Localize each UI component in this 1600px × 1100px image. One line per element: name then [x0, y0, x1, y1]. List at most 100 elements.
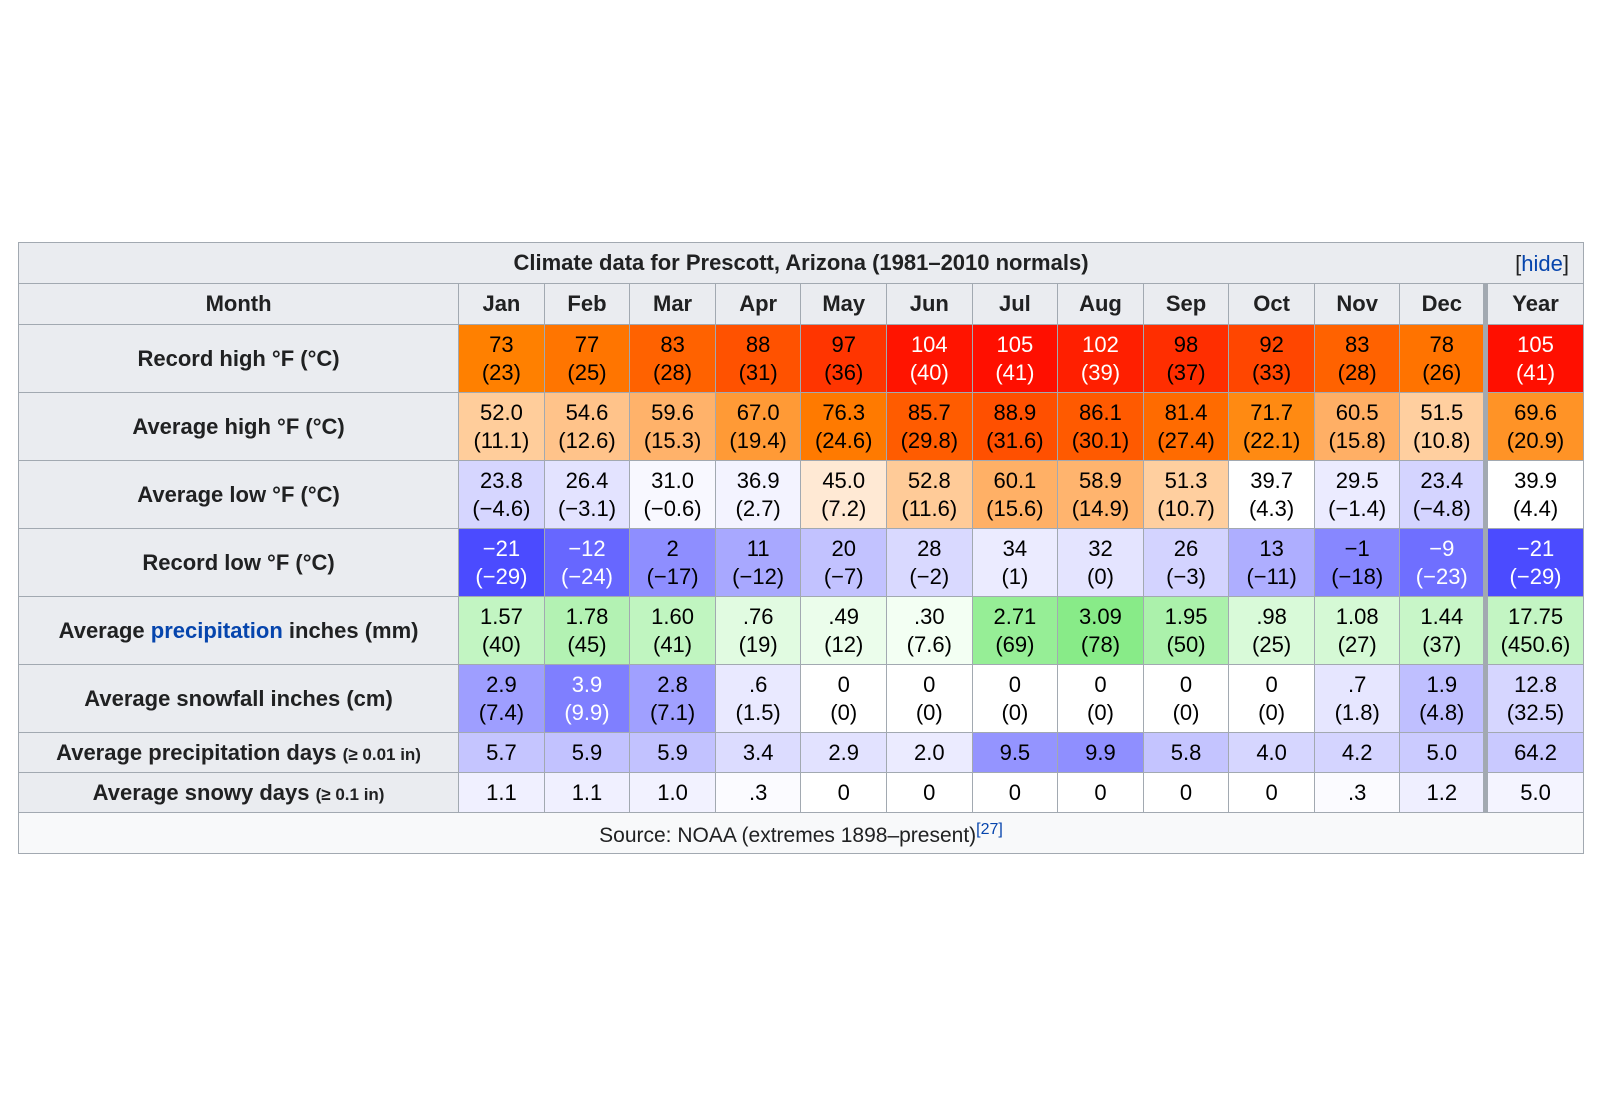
value-metric: (7.1) [649, 699, 696, 725]
table-title: Climate data for Prescott, Arizona (1981… [513, 250, 1089, 275]
value-metric: (19.4) [729, 427, 787, 453]
value-cell: −12 (−24) [543, 528, 631, 597]
value-cell: 0 [886, 772, 973, 813]
value-cell: 3.09 (78) [1057, 596, 1144, 665]
value-metric: (15.6) [986, 495, 1044, 521]
row-label: Average high °F (°C) [17, 392, 460, 461]
table-title-cell: Climate data for Prescott, Arizona (1981… [18, 242, 1584, 284]
month-header-feb: Feb [543, 283, 631, 325]
value-imperial: 29.5 [1335, 467, 1379, 493]
table-row: Average high °F (°C) 52.0 (11.1) 54.6 (12.6)… [17, 392, 1584, 461]
table-row: Average snowy days (≥ 0.1 in) 1.1 1.1 1.0 .3… [17, 772, 1584, 813]
value-metric: (12.6) [558, 427, 616, 453]
value-cell: 60.5 (15.8) [1313, 392, 1401, 461]
row-label-text: Record high °F (°C) [137, 345, 340, 371]
row-label: Record low °F (°C) [17, 528, 460, 597]
value-cell: 2.8 (7.1) [629, 664, 716, 733]
row-label-text: Average [58, 617, 151, 643]
value-imperial: 39.7 [1250, 467, 1294, 493]
year-value-cell: 17.75 (450.6) [1483, 596, 1584, 665]
value-metric: (1) [1001, 563, 1029, 589]
value-metric: (24.6) [814, 427, 873, 453]
value-imperial: 76.3 [822, 399, 866, 425]
month-header-jul: Jul [971, 283, 1059, 325]
value-metric: (19) [738, 631, 778, 657]
month-header-jan: Jan [458, 283, 545, 325]
value-cell: 0 [971, 772, 1059, 813]
value-imperial: 1.0 [657, 779, 688, 805]
value-metric: (11.6) [901, 495, 958, 521]
value-cell: 76.3 (24.6) [800, 392, 888, 461]
value-metric: (15.8) [1328, 427, 1386, 453]
value-cell: 92 (33) [1228, 324, 1315, 393]
value-cell: 81.4 (27.4) [1142, 392, 1230, 461]
row-label-threshold: (≥ 0.1 in) [315, 784, 385, 804]
value-cell: 1.95 (50) [1142, 596, 1230, 665]
climate-table: Climate data for Prescott, Arizona (1981… [17, 242, 1584, 854]
value-cell: 2.0 [886, 732, 973, 773]
source-reference-link[interactable]: [27] [976, 821, 1003, 838]
value-imperial: .30 [914, 603, 945, 629]
value-imperial: 2.9 [486, 671, 517, 697]
hide-link[interactable]: hide [1521, 251, 1563, 276]
value-imperial: 1.57 [480, 603, 523, 629]
source-cell: Source: NOAA (extremes 1898–present)[27] [18, 812, 1584, 854]
value-cell: 0 (0) [800, 664, 888, 733]
value-metric: (14.9) [1071, 495, 1130, 521]
value-cell: 105 (41) [971, 324, 1059, 393]
value-cell: 1.44 (37) [1399, 596, 1487, 665]
value-imperial: 1.60 [651, 603, 694, 629]
table-row: Average precipitation inches (mm) 1.57 (40… [17, 596, 1584, 665]
value-cell: 26.4 (−3.1) [543, 460, 631, 529]
year-value-cell: 64.2 [1483, 732, 1584, 773]
header-row: Month Jan Feb Mar Apr May Jun Jul Aug Sep Oct Nov D… [17, 283, 1584, 325]
value-imperial: 5.0 [1426, 739, 1458, 765]
value-cell: 51.3 (10.7) [1142, 460, 1230, 529]
value-metric: (4.3) [1248, 495, 1295, 521]
value-cell: 1.9 (4.8) [1399, 664, 1487, 733]
table-row: Record low °F (°C) −21 (−29) −12 (−24) 2 (−17)… [17, 528, 1584, 597]
row-label-text: Average low °F (°C) [137, 481, 340, 507]
value-imperial: 0 [837, 671, 850, 697]
value-cell: 36.9 (2.7) [714, 460, 802, 529]
value-imperial: 64.2 [1514, 739, 1557, 765]
value-imperial: 97 [831, 331, 856, 357]
value-imperial: 98 [1173, 331, 1199, 357]
value-cell: 73 (23) [458, 324, 545, 393]
value-cell: 9.9 [1057, 732, 1144, 773]
value-imperial: −12 [568, 535, 606, 561]
value-cell: .98 (25) [1228, 596, 1315, 665]
month-header-sep: Sep [1142, 283, 1230, 325]
bracket-open: [ [1515, 251, 1522, 276]
row-label-text: Average snowy days [92, 779, 310, 805]
value-imperial: 105 [996, 331, 1034, 357]
value-metric: (20.9) [1506, 427, 1565, 453]
value-imperial: 4.2 [1341, 739, 1373, 765]
month-header: Month [17, 283, 460, 325]
value-imperial: 0 [923, 779, 936, 805]
value-metric: (−7) [823, 563, 864, 589]
month-header-dec: Dec [1399, 283, 1487, 325]
value-metric: (0) [1087, 563, 1114, 589]
value-cell: 2.71 (69) [971, 596, 1059, 665]
value-cell: 2.9 [800, 732, 888, 773]
month-header-aug: Aug [1057, 283, 1144, 325]
value-metric: (41) [995, 359, 1035, 385]
value-metric: (39) [1080, 359, 1121, 385]
value-imperial: 2.0 [914, 739, 945, 765]
precipitation-link[interactable]: precipitation [150, 617, 283, 643]
value-imperial: −1 [1344, 535, 1370, 561]
row-label: Average snowfall inches (cm) [17, 664, 460, 733]
value-imperial: 52.0 [480, 399, 523, 425]
value-metric: (−18) [1331, 563, 1384, 589]
value-imperial: 83 [660, 331, 685, 357]
value-imperial: 67.0 [736, 399, 780, 425]
value-imperial: 5.8 [1170, 739, 1202, 765]
value-cell: 0 (0) [1228, 664, 1315, 733]
value-cell: .6 (1.5) [714, 664, 802, 733]
value-imperial: 85.7 [907, 399, 951, 425]
value-imperial: 23.4 [1420, 467, 1464, 493]
value-imperial: .3 [748, 779, 768, 805]
value-imperial: 0 [1094, 779, 1107, 805]
table-row: Average low °F (°C) 23.8 (−4.6) 26.4 (−3.1) 3… [17, 460, 1584, 529]
